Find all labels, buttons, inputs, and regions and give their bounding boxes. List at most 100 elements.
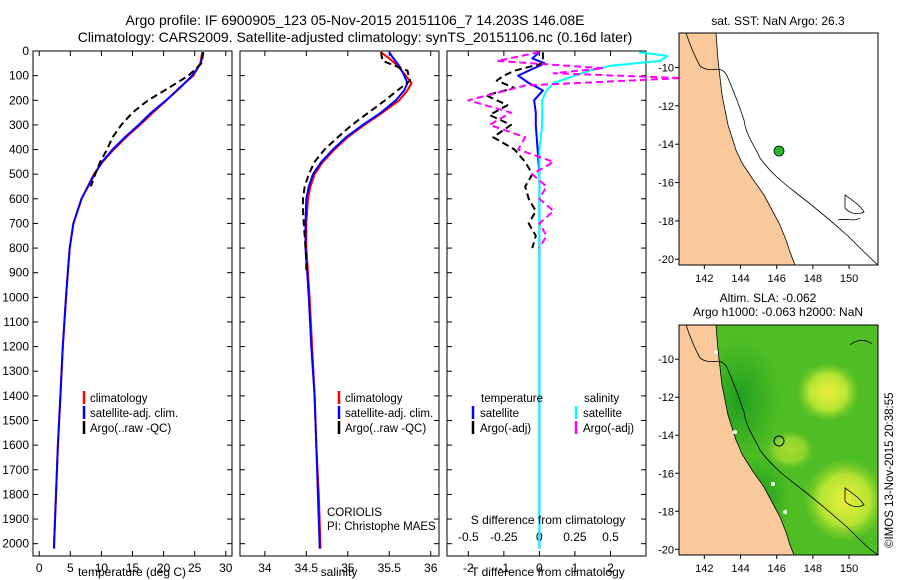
x-tick-label: 0 [36,561,43,575]
legend-satellite-label: satellite-adj. clim. [90,408,178,420]
lat-tick-label: -18 [658,216,674,228]
x-tick-label: 2 [607,561,614,575]
s-tick-label: 0.5 [602,530,619,544]
legend-satellite-label: satellite-adj. clim. [345,408,433,420]
salinity-panel: 34 34.5 35 35.5 36 salinity climatology sate… [239,50,440,579]
lat-tick-label: -10 [658,354,674,366]
sla-argo-location-marker [773,435,785,447]
lon-tick-label: 150 [840,273,858,285]
depth-tick-label: 100 [9,69,29,83]
depth-tick-label: 900 [9,266,29,280]
x-tick-label: 35.5 [378,561,402,575]
s-tick-label: 0.25 [563,530,587,544]
imos-credit: ©IMOS 13-Nov-2015 20:38:55 [884,392,896,548]
sla-missing-dot [733,430,737,434]
s-tick-label: -0.5 [458,530,479,544]
depth-tick-label: 1000 [2,290,29,304]
legend-argo-label: Argo(..raw -QC) [345,423,426,435]
temperature-profiles [53,52,205,549]
depth-tick-label: 1800 [2,487,29,501]
legend-argo-label: Argo(..raw -QC) [90,423,171,435]
depth-tick-label: 2000 [2,537,29,551]
series-argo-raw-qc [302,52,411,273]
series-temperature-satellite [517,51,546,549]
sst-map: sat. SST: NaN Argo: 26.3 142 144 146 148 150… [658,14,879,285]
lon-tick-label: 144 [731,273,749,285]
sla-map-shelf-contour [685,325,878,555]
legend-sal-satellite-label: satellite [583,408,622,420]
depth-tick-label: 1300 [2,364,29,378]
lat-tick-label: -18 [658,506,674,518]
sla-map-title-line2: Argo h1000: -0.063 h2000: NaN [693,305,863,319]
x-tick-label: 10 [95,561,109,575]
lon-tick-label: 146 [768,273,786,285]
figure-title-line1: Argo profile: IF 6900905_123 05-Nov-2015… [126,12,585,28]
salinity-x-label: salinity [321,565,358,579]
depth-tick-label: 1100 [3,315,29,329]
x-tick-label: 1 [572,561,579,575]
s-tick-label: -0.25 [490,530,518,544]
depth-tick-label: 400 [9,143,29,157]
series-salinity-satellite [538,51,669,549]
sst-map-shelf-contour [685,32,879,266]
lat-tick-label: -20 [658,254,674,266]
difference-panel-frame [446,50,647,557]
difference-panel: -2 -1 0 1 2 -0.5 -0.25 0 0.25 0.5 T difference fr… [446,50,683,579]
sla-missing-dot [771,482,775,486]
depth-tick-label: 1400 [2,389,29,403]
series-satellite-adj-clim [53,52,204,549]
sla-map: Altim. SLA: -0.062 Argo h1000: -0.063 h2… [658,291,879,575]
pi-name-label: PI: Christophe MAES [327,521,436,533]
temperature-panel-frame [32,50,233,557]
sst-map-title: sat. SST: NaN Argo: 26.3 [711,14,845,28]
lat-tick-label: -14 [658,430,674,442]
lat-tick-label: -20 [658,544,674,556]
sla-map-ticks: 142 144 146 148 150 -10 -12 -14 -16 -18 -20 [658,354,858,575]
temperature-legend: climatology satellite-adj. clim. Argo(..… [82,391,178,435]
legend-sal-argo-label: Argo(-adj) [583,423,634,435]
depth-tick-label: 0 [22,44,29,58]
difference-profiles [467,51,683,549]
legend-temp-argo-label: Argo(-adj) [480,423,531,435]
lon-tick-label: 146 [768,563,786,575]
depth-tick-label: 200 [9,93,29,107]
depth-tick-label: 600 [9,192,29,206]
series-salinity-argo-adj [467,51,683,249]
t-difference-x-label: T difference from climatology [471,565,625,579]
temperature-x-label: temperature (deg C) [78,565,186,579]
depth-tick-label: 500 [9,167,29,181]
s-difference-x-label: S difference from climatology [471,513,626,527]
legend-climatology-label: climatology [90,393,148,405]
salinity-panel-frame [239,50,440,557]
lat-tick-label: -16 [658,178,674,190]
sla-field [679,325,878,555]
sst-map-land [678,32,796,266]
lon-tick-label: 150 [840,563,858,575]
difference-legend: temperature satellite Argo(-adj) salinit… [471,393,634,435]
sla-high-anomaly-2 [803,458,878,542]
sst-map-frame [678,32,879,266]
depth-tick-label: 1900 [2,512,29,526]
x-tick-label: 30 [219,561,233,575]
difference-x-ticks: -2 -1 0 1 2-0.5 -0.25 0 0.25 0.5 [447,50,646,575]
sla-reef-contour [844,487,865,508]
x-tick-label: -1 [499,561,510,575]
legend-temp-satellite-label: satellite [480,408,519,420]
temperature-x-ticks: 0 5 10 15 20 25 30 [33,50,233,575]
series-argo-raw-qc [89,52,205,187]
depth-tick-label: 1200 [2,340,29,354]
depth-tick-label: 300 [9,118,29,132]
data-center-label: CORIOLIS [327,507,382,519]
x-tick-label: 34.5 [295,561,319,575]
lat-tick-label: -12 [658,101,674,113]
x-tick-label: 15 [126,561,140,575]
sla-missing-dot [783,510,787,514]
series-satellite-adj-clim [304,51,409,549]
sst-map-ticks: 142 144 146 148 150 -10 -12 -14 -16 -18 -20 [658,63,858,285]
x-tick-label: 20 [157,561,171,575]
x-tick-label: 25 [188,561,202,575]
salinity-profiles [302,51,413,549]
sst-argo-location-marker [773,145,785,157]
salinity-legend: climatology satellite-adj. clim. Argo(..… [337,391,433,435]
figure-title-line2: Climatology: CARS2009. Satellite-adjuste… [78,29,633,45]
